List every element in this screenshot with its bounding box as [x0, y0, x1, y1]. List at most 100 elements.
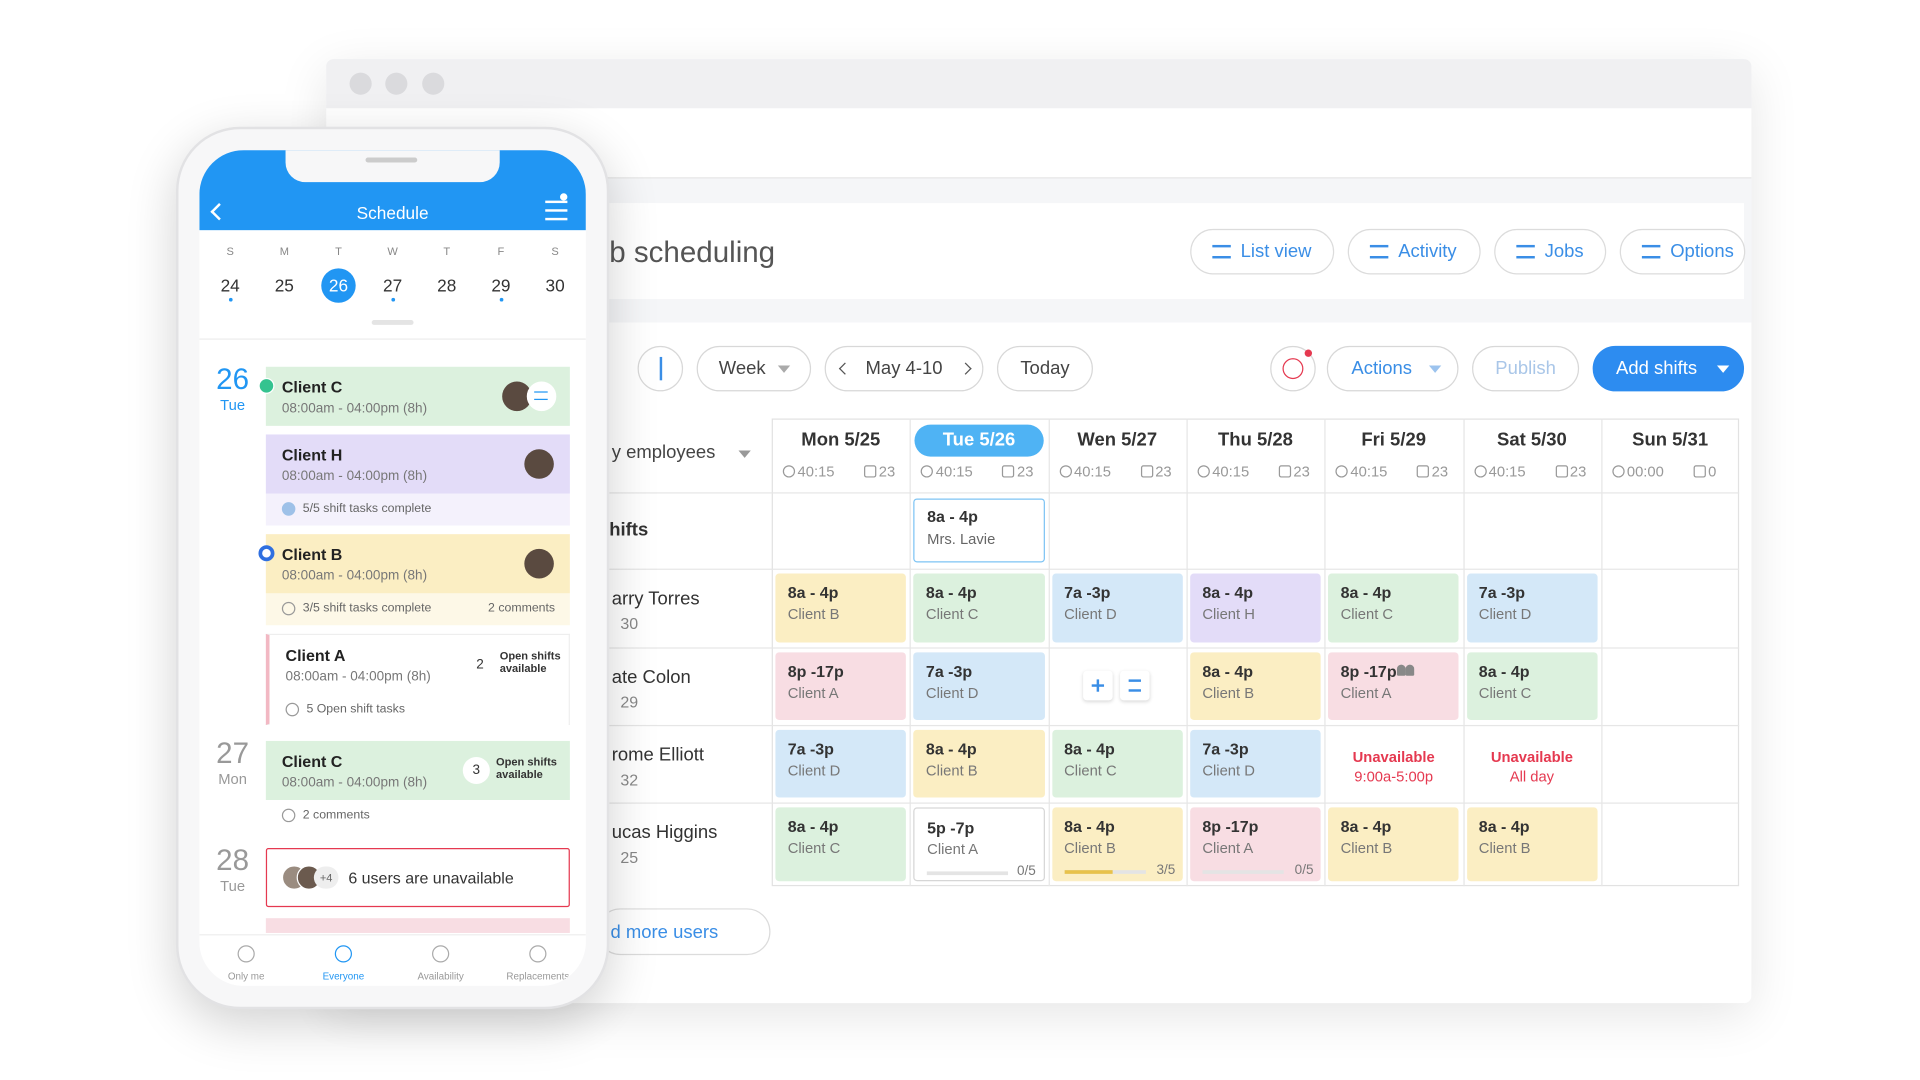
header-button[interactable]: Activity: [1347, 228, 1481, 275]
shift-card[interactable]: 8a - 4p Client B 3/5: [1051, 807, 1183, 882]
shift-card[interactable]: 8p -17p Client A: [1328, 652, 1460, 721]
shift-card[interactable]: 8a - 4p Client B: [775, 573, 907, 643]
view-select[interactable]: Week: [696, 345, 812, 392]
list-icon[interactable]: [545, 200, 568, 221]
add-users-label: d more users: [610, 921, 719, 943]
shift-card[interactable]: 8a - 4p Client B: [1328, 807, 1460, 882]
actions-button[interactable]: Actions: [1326, 345, 1459, 392]
header-button[interactable]: Options: [1619, 228, 1746, 275]
footer-text: 3/5 shift tasks complete: [302, 601, 432, 616]
date[interactable]: 29: [491, 275, 511, 296]
status-active: [258, 545, 275, 562]
avatar: [524, 449, 554, 479]
shift-card[interactable]: 7a -3p Client D: [913, 652, 1045, 721]
header-button[interactable]: List view: [1190, 228, 1335, 275]
shift-card[interactable]: 8a - 4p Client C: [1051, 729, 1183, 798]
tab-label[interactable]: Availability: [417, 971, 464, 983]
group-icon: [1397, 664, 1406, 676]
button-label: Jobs: [1544, 241, 1584, 263]
publish-button[interactable]: Publish: [1472, 345, 1580, 392]
tab-icon[interactable]: [334, 945, 353, 963]
header-button[interactable]: Jobs: [1494, 228, 1607, 275]
weekday-letter: T: [443, 244, 451, 258]
day-weekday: Tue: [220, 877, 246, 895]
shift-card[interactable]: 7a -3p Client D: [775, 729, 907, 798]
column-line: [1324, 418, 1326, 887]
column-day: Fri 5/29: [1361, 429, 1426, 451]
phone-screen: Schedule S M T W T F S 24 25 26 27 28 29 30 26 Tue Client…: [199, 150, 586, 986]
clock-icon: [1612, 465, 1625, 478]
menu-button[interactable]: [1119, 670, 1150, 701]
date[interactable]: 26: [328, 275, 349, 296]
shift-card[interactable]: 8p -17p Client A: [775, 652, 907, 721]
tab-label[interactable]: Everyone: [322, 971, 365, 983]
row-line: [609, 724, 1740, 727]
tab-icon[interactable]: [529, 945, 547, 963]
publish-label: Publish: [1495, 358, 1556, 380]
day-number: 26: [216, 363, 250, 397]
shift-card[interactable]: 5p -7p Client A 0/5: [913, 807, 1045, 882]
shift-time: 8a - 4p: [1340, 817, 1392, 836]
shift-card[interactable]: 8a - 4p Client B: [913, 729, 1045, 798]
shift-card[interactable]: Client B 08:00am - 04:00pm (8h) 3/5 shift …: [265, 534, 570, 626]
unavailable-card[interactable]: +4 6 users are unavailable: [265, 848, 570, 908]
shift-card[interactable]: 8a - 4p Client C: [775, 807, 907, 882]
shift-card[interactable]: 8a - 4p Client B: [1190, 652, 1321, 721]
dropdown-arrow: [1428, 365, 1442, 373]
employee-filter[interactable]: y employees: [611, 441, 716, 463]
shift-card[interactable]: 7a -3p Client D: [1466, 573, 1598, 643]
date[interactable]: 25: [274, 275, 294, 296]
date[interactable]: 28: [437, 275, 457, 296]
tab-label[interactable]: Only me: [227, 971, 265, 983]
card-footer: [265, 493, 570, 526]
shift-card[interactable]: 8a - 4p Client C: [913, 573, 1045, 643]
employee-name: ate Colon: [611, 667, 691, 689]
shift-card[interactable]: Client C 08:00am - 04:00pm (8h): [265, 366, 570, 426]
add-users-button[interactable]: d more users: [596, 908, 771, 956]
shift-time: 7a -3p: [925, 662, 973, 681]
shift-card[interactable]: 8a - 4p Client C: [1328, 573, 1460, 643]
shift-client: Mrs. Lavie: [927, 530, 996, 548]
footer-icon: [281, 502, 296, 516]
date[interactable]: 24: [220, 275, 240, 296]
today-button[interactable]: Today: [996, 345, 1093, 392]
shift-time: 8a - 4p: [1064, 817, 1115, 836]
shift-card[interactable]: Client A 08:00am - 04:00pm (8h) 2 Open shif…: [265, 633, 570, 727]
employee-name: arry Torres: [611, 588, 700, 610]
shift-card[interactable]: 8p -17p Client A 0/5: [1190, 807, 1321, 882]
progress-track: [927, 871, 1009, 876]
tab-label[interactable]: Replacements: [506, 971, 570, 983]
separator: [199, 338, 586, 340]
shift-icon: [1140, 465, 1153, 478]
shift-card[interactable]: 7a -3p Client D: [1051, 573, 1183, 643]
range-label: May 4-10: [865, 358, 943, 380]
shift-card[interactable]: 7a -3p Client D: [1190, 729, 1321, 798]
employee-name: rome Elliott: [611, 744, 705, 766]
shift-client: Client H: [1202, 605, 1255, 623]
shift-card[interactable]: Client C 08:00am - 04:00pm (8h) 3 Open shif…: [265, 740, 570, 833]
open-shift-card[interactable]: 8a - 4p Mrs. Lavie: [913, 498, 1045, 563]
shift-client: Client D: [1202, 761, 1255, 780]
tab-icon[interactable]: [432, 945, 450, 963]
collapse-button[interactable]: [637, 345, 684, 392]
shift-card[interactable]: 8a - 4p Client H: [1190, 573, 1321, 643]
range-select[interactable]: May 4-10: [824, 345, 984, 392]
shift-client: Client C: [1340, 605, 1394, 623]
shift-card[interactable]: 8a - 4p Client B: [1466, 807, 1598, 882]
card-footer: [269, 694, 569, 727]
date[interactable]: 27: [383, 275, 403, 296]
menu-icon: [1128, 679, 1141, 692]
shift-card[interactable]: Client H 08:00am - 04:00pm (8h) 5/5 shift …: [265, 434, 570, 526]
swap-button[interactable]: [526, 381, 557, 412]
shift-time: 08:00am - 04:00pm (8h): [281, 468, 428, 484]
footer-icon: [281, 601, 296, 616]
add-shift-button[interactable]: [1082, 670, 1113, 701]
tab-icon[interactable]: [237, 945, 255, 963]
add-shifts-button[interactable]: Add shifts: [1592, 345, 1745, 392]
date[interactable]: 30: [545, 275, 565, 296]
button-icon: [1516, 244, 1535, 259]
shift-card[interactable]: 8a - 4p Client C: [1466, 652, 1598, 721]
open-shifts-label: hifts: [609, 519, 649, 541]
shift-time: 08:00am - 04:00pm (8h): [281, 775, 428, 791]
alert-button[interactable]: [1270, 345, 1316, 392]
